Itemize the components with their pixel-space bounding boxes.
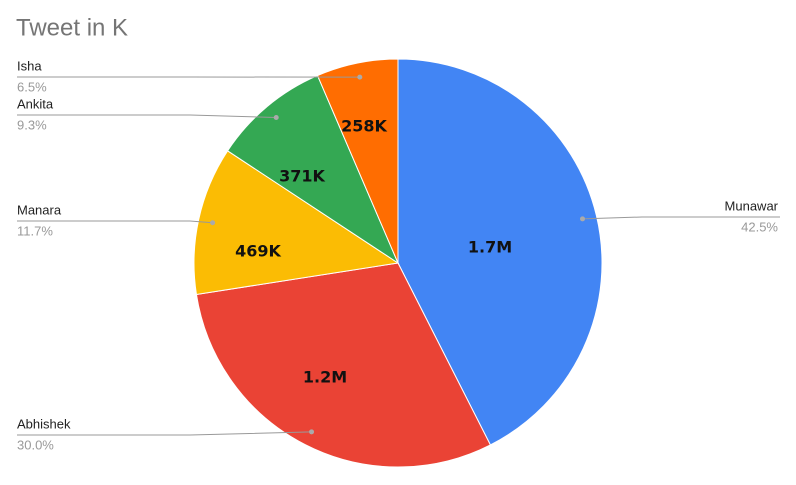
pie-slice — [316, 58, 399, 264]
leader-dot — [309, 429, 315, 435]
leader-line — [17, 220, 213, 224]
legend-label: Ankita — [17, 96, 54, 111]
leader-line — [17, 114, 277, 119]
value-label: 371K — [279, 167, 325, 186]
percent-label: 42.5% — [741, 219, 778, 234]
value-label: 258K — [341, 117, 387, 136]
legend-label: Manara — [17, 202, 62, 217]
value-label: 1.7M — [468, 238, 512, 257]
leader-line — [582, 216, 780, 220]
leader-dot — [580, 216, 586, 222]
pie-slice — [397, 58, 603, 446]
percent-label: 9.3% — [17, 117, 47, 132]
leader-dot — [210, 220, 216, 226]
leader-line — [17, 431, 312, 436]
percent-label: 30.0% — [17, 437, 54, 452]
legend-label: Munawar — [725, 198, 779, 213]
legend-label: Abhishek — [17, 416, 71, 431]
legend-label: Isha — [17, 58, 42, 73]
value-label: 1.2M — [303, 368, 347, 387]
percent-label: 11.7% — [17, 223, 53, 238]
percent-label: 6.5% — [17, 79, 47, 94]
value-label: 469K — [235, 242, 281, 261]
pie-slice — [193, 150, 400, 296]
pie-slice — [195, 262, 492, 468]
chart-title: Tweet in K — [16, 14, 128, 41]
leader-dot — [273, 115, 279, 121]
leader-dot — [357, 74, 363, 80]
